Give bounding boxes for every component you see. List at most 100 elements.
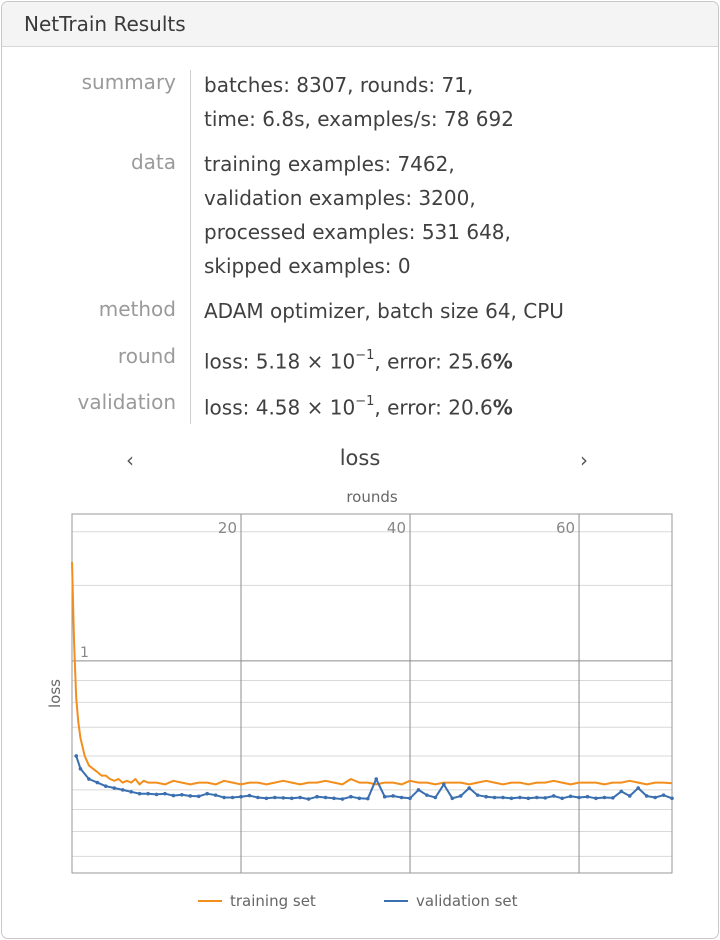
validation-loss-point xyxy=(154,792,159,797)
validation-loss-point xyxy=(501,795,505,800)
x-axis-label: rounds xyxy=(346,488,398,506)
validation-loss-point xyxy=(653,795,657,800)
validation-loss-point xyxy=(526,796,531,801)
legend-training-label: training set xyxy=(230,892,316,910)
validation-loss-point xyxy=(298,795,302,800)
plot-selector: ‹ loss › xyxy=(2,446,718,478)
validation-loss-point xyxy=(509,796,514,801)
validation-loss-point xyxy=(306,797,311,801)
validation-loss-point xyxy=(551,794,556,798)
summary-line-2: time: 6.8s, examples/s: 78 692 xyxy=(204,107,514,131)
validation-loss-point xyxy=(399,795,404,800)
validation-loss-point xyxy=(289,796,294,801)
chart-legend: training set validation set xyxy=(2,892,718,916)
plot-selector-label: loss xyxy=(339,446,381,470)
round-loss-exponent: −1 xyxy=(355,348,375,363)
validation-loss-point xyxy=(602,795,607,800)
validation-error: , error: 20.6 xyxy=(374,395,493,420)
method-key: method xyxy=(98,297,176,321)
validation-loss-point xyxy=(450,796,455,801)
validation-loss-point xyxy=(382,794,387,799)
data-line-2: validation examples: 3200, xyxy=(204,186,476,210)
validation-loss-point xyxy=(323,795,328,800)
validation-loss-point xyxy=(644,794,649,798)
data-line-1: training examples: 7462, xyxy=(204,152,455,176)
validation-loss-point xyxy=(534,795,539,800)
validation-loss-point xyxy=(230,795,235,800)
validation-loss-point xyxy=(577,795,581,800)
validation-loss-point xyxy=(239,794,243,799)
x-tick-label: 40 xyxy=(387,519,406,537)
title-bar: NetTrain Results xyxy=(2,2,718,47)
round-loss: loss: 5.18 × 10 xyxy=(204,349,356,374)
x-tick-label: 60 xyxy=(556,519,575,537)
round-key: round xyxy=(117,344,176,368)
validation-loss-point xyxy=(365,796,370,801)
validation-loss-point xyxy=(560,796,564,801)
validation-loss-point xyxy=(78,766,83,771)
validation-loss-point xyxy=(315,794,319,799)
loss-chart: rounds loss 20 40 60 1 xyxy=(46,488,674,874)
validation-loss-point xyxy=(619,789,624,794)
method-value: ADAM optimizer, batch size 64, CPU xyxy=(204,299,564,323)
validation-loss-point xyxy=(484,794,488,799)
summary-line-1: batches: 8307, rounds: 71, xyxy=(204,73,474,97)
data-line-4: skipped examples: 0 xyxy=(204,254,411,278)
validation-loss-point xyxy=(332,796,336,801)
validation-loss-point xyxy=(458,794,463,798)
round-value: loss: 5.18 × 10−1, error: 25.6% xyxy=(204,341,513,379)
training-loss-line xyxy=(71,561,673,786)
validation-loss-point xyxy=(425,793,429,797)
validation-error-percent: % xyxy=(492,395,513,420)
validation-loss-point xyxy=(273,795,277,800)
validation-loss-point xyxy=(146,791,150,796)
validation-loss-point xyxy=(492,795,497,800)
validation-loss-point xyxy=(222,795,226,800)
validation-loss-point xyxy=(104,784,108,789)
validation-loss-point xyxy=(163,791,167,796)
summary-divider xyxy=(190,70,191,424)
legend-validation-label: validation set xyxy=(416,892,518,910)
validation-loss-point xyxy=(518,795,522,800)
legend-training: training set xyxy=(198,892,316,910)
validation-loss-point xyxy=(627,794,632,798)
x-tick-label: 20 xyxy=(218,519,237,537)
data-key: data xyxy=(130,150,176,174)
validation-loss-point xyxy=(180,793,184,797)
validation-loss-point xyxy=(264,796,269,801)
validation-loss-point xyxy=(568,794,573,799)
next-plot-chevron-icon[interactable]: › xyxy=(580,448,588,472)
validation-loss-point xyxy=(87,777,91,781)
validation-key: validation xyxy=(77,390,176,414)
y-tick-label: 1 xyxy=(80,645,89,661)
previous-plot-chevron-icon[interactable]: ‹ xyxy=(126,448,134,472)
legend-validation: validation set xyxy=(384,892,518,910)
validation-loss-point xyxy=(171,793,176,798)
validation-loss-point xyxy=(357,796,362,801)
plot-frame xyxy=(71,513,673,874)
validation-loss-point xyxy=(340,797,345,801)
validation-loss-point xyxy=(74,754,79,758)
validation-loss-point xyxy=(416,788,421,792)
validation-loss-point xyxy=(247,793,252,798)
validation-loss-point xyxy=(433,795,438,800)
validation-loss-point xyxy=(442,782,446,787)
round-error: , error: 25.6 xyxy=(374,349,493,374)
validation-loss-point xyxy=(585,794,590,799)
validation-loss-point xyxy=(120,788,125,792)
summary-key: summary xyxy=(81,70,176,94)
round-error-percent: % xyxy=(492,349,513,374)
validation-value: loss: 4.58 × 10−1, error: 20.6% xyxy=(204,387,513,425)
validation-loss-point xyxy=(391,794,395,798)
validation-loss-point xyxy=(129,789,133,794)
window-title: NetTrain Results xyxy=(24,12,186,36)
validation-loss-point xyxy=(188,794,193,798)
validation-loss-point xyxy=(137,791,142,796)
validation-loss: loss: 4.58 × 10 xyxy=(204,395,356,420)
validation-loss-exponent: −1 xyxy=(355,394,375,409)
validation-loss-point xyxy=(95,780,100,785)
y-axis-label: loss xyxy=(46,679,64,708)
validation-loss-point xyxy=(196,794,201,799)
validation-loss-point xyxy=(611,796,615,800)
